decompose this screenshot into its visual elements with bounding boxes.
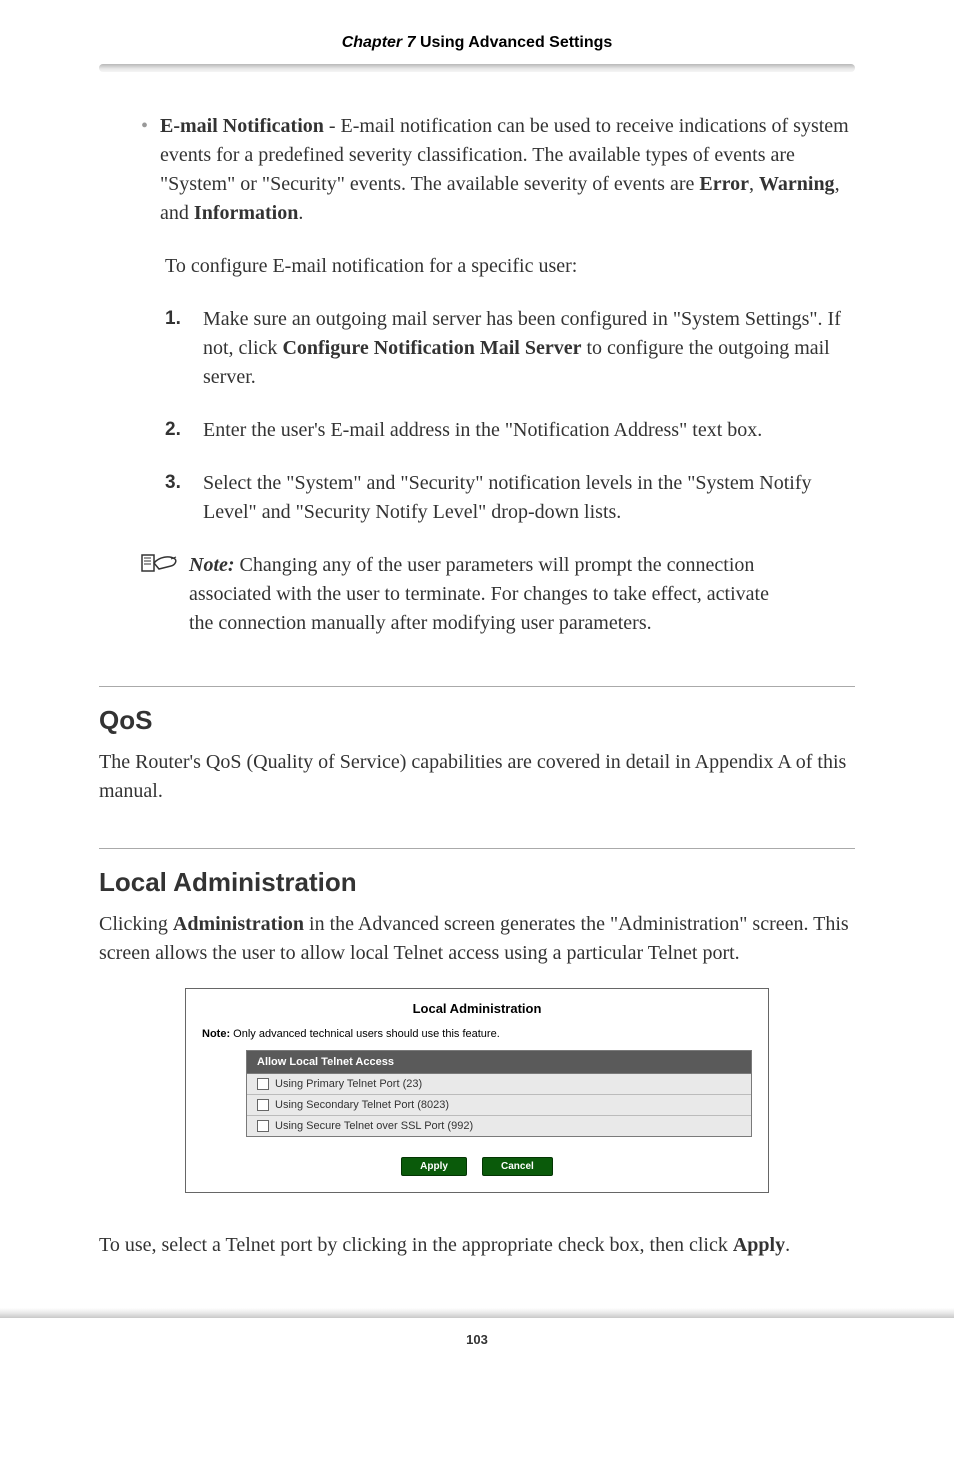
- la-a: Clicking: [99, 913, 173, 935]
- section-rule-localadmin: [99, 848, 855, 849]
- sc-r2-label: Using Secondary Telnet Port (8023): [275, 1099, 449, 1111]
- checkbox-primary-telnet[interactable]: [257, 1078, 269, 1090]
- chapter-label: Chapter 7: [342, 34, 416, 51]
- step-2: 2. Enter the user's E-mail address in th…: [165, 416, 855, 445]
- closing-a: To use, select a Telnet port by clicking…: [99, 1234, 733, 1256]
- note-lead: Note:: [189, 554, 235, 576]
- step-2-num: 2.: [165, 416, 185, 445]
- local-admin-screenshot: Local Administration Note: Only advanced…: [185, 988, 769, 1193]
- note-body: Changing any of the user parameters will…: [189, 554, 769, 634]
- sc-title: Local Administration: [186, 989, 768, 1028]
- sc-note: Note: Only advanced technical users shou…: [186, 1028, 768, 1050]
- localadmin-para: Clicking Administration in the Advanced …: [99, 910, 855, 968]
- bullet-item-email: • E-mail Notification - E-mail notificat…: [141, 112, 855, 228]
- note-text: Note: Changing any of the user parameter…: [189, 551, 785, 638]
- apply-button[interactable]: Apply: [401, 1157, 467, 1176]
- step-1: 1. Make sure an outgoing mail server has…: [165, 305, 855, 392]
- step-2-text: Enter the user's E-mail address in the "…: [203, 416, 762, 445]
- step-1-num: 1.: [165, 305, 185, 392]
- closing-c: .: [785, 1234, 790, 1256]
- step-1-text: Make sure an outgoing mail server has be…: [203, 305, 855, 392]
- sc-r1-label: Using Primary Telnet Port (23): [275, 1078, 422, 1090]
- footer-rule: [0, 1308, 954, 1318]
- s1b: Configure Notification Mail Server: [282, 337, 581, 359]
- email-sep1: ,: [749, 173, 759, 195]
- note-block: Note: Changing any of the user parameter…: [141, 551, 855, 638]
- sc-buttons: Apply Cancel: [186, 1145, 768, 1192]
- sc-note-text: Only advanced technical users should use…: [230, 1028, 500, 1040]
- sc-row-primary: Using Primary Telnet Port (23): [247, 1074, 751, 1095]
- note-hand-icon: [141, 553, 181, 638]
- header-text: Chapter 7 Using Advanced Settings: [0, 34, 954, 52]
- la-b: Administration: [173, 913, 304, 935]
- checkbox-secondary-telnet[interactable]: [257, 1099, 269, 1111]
- closing-b: Apply: [733, 1234, 785, 1256]
- sc-row-secondary: Using Secondary Telnet Port (8023): [247, 1095, 751, 1116]
- closing-para: To use, select a Telnet port by clicking…: [99, 1231, 855, 1260]
- qos-heading: QoS: [99, 705, 855, 736]
- page: Chapter 7 Using Advanced Settings • E-ma…: [0, 0, 954, 1421]
- qos-para: The Router's QoS (Quality of Service) ca…: [99, 748, 855, 806]
- page-footer: 103: [0, 1308, 954, 1361]
- cancel-button[interactable]: Cancel: [482, 1157, 553, 1176]
- page-header: Chapter 7 Using Advanced Settings: [0, 0, 954, 64]
- section-rule-qos: [99, 686, 855, 687]
- step-3-num: 3.: [165, 469, 185, 527]
- sc-note-label: Note:: [202, 1028, 230, 1040]
- checkbox-ssl-telnet[interactable]: [257, 1120, 269, 1132]
- page-number: 103: [0, 1318, 954, 1361]
- email-lead: E-mail Notification: [160, 115, 324, 137]
- email-b3: Information: [194, 202, 298, 224]
- bullet-text: E-mail Notification - E-mail notificatio…: [160, 112, 855, 228]
- content-area: • E-mail Notification - E-mail notificat…: [99, 72, 855, 1260]
- config-intro: To configure E-mail notification for a s…: [165, 252, 855, 281]
- email-b1: Error: [699, 173, 749, 195]
- header-title: Using Advanced Settings: [416, 34, 613, 51]
- sc-table-header: Allow Local Telnet Access: [247, 1051, 751, 1074]
- localadmin-heading: Local Administration: [99, 867, 855, 898]
- sc-table: Allow Local Telnet Access Using Primary …: [246, 1050, 752, 1137]
- step-3: 3. Select the "System" and "Security" no…: [165, 469, 855, 527]
- bullet-marker: •: [141, 112, 148, 228]
- header-rule: [99, 64, 855, 72]
- email-end: .: [298, 202, 303, 224]
- sc-r3-label: Using Secure Telnet over SSL Port (992): [275, 1120, 473, 1132]
- sc-row-ssl: Using Secure Telnet over SSL Port (992): [247, 1116, 751, 1136]
- email-b2: Warning: [759, 173, 835, 195]
- step-3-text: Select the "System" and "Security" notif…: [203, 469, 855, 527]
